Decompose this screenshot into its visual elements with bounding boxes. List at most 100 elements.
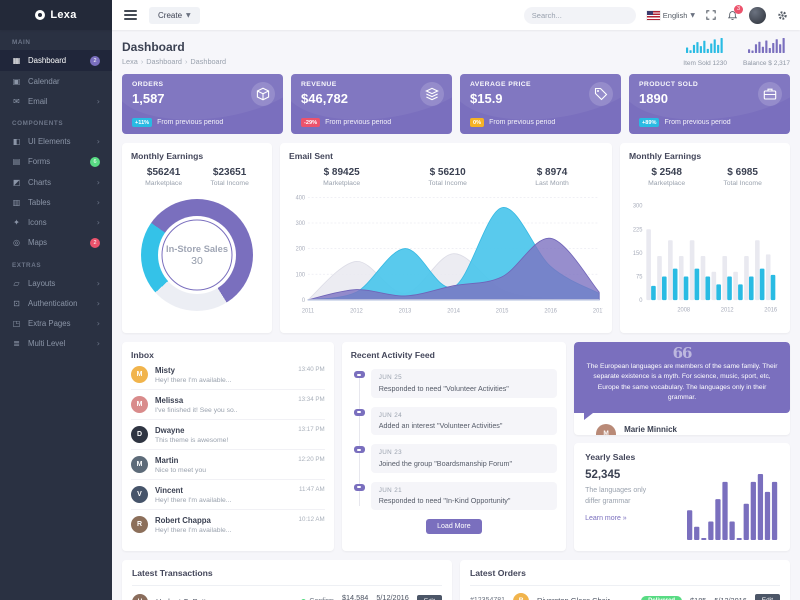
stat-value: $ 2548 — [651, 167, 682, 178]
svg-text:75: 75 — [636, 274, 643, 280]
language-selector[interactable]: English ▼ — [646, 10, 695, 20]
svg-text:2015: 2015 — [496, 308, 509, 314]
fullscreen-button[interactable] — [706, 10, 716, 20]
notifications-button[interactable]: 3 — [727, 4, 743, 21]
edit-button[interactable]: Edit — [416, 595, 442, 600]
mini-stat-label: Balance $ 2,317 — [743, 60, 790, 67]
sidebar-section-label: MAIN — [12, 39, 31, 46]
stat-card-title: ORDERS — [132, 81, 164, 88]
tables-icon: ▥ — [12, 197, 21, 207]
sender-name: Vincent — [155, 485, 184, 495]
learn-more-link[interactable]: Learn more » — [585, 515, 627, 523]
notification-count-badge: 3 — [734, 4, 743, 14]
activity-item: JUN 21 Responded to need "In-Kind Opportu… — [353, 481, 558, 510]
sidebar-item-layouts[interactable]: ▱ Layouts › — [0, 273, 112, 293]
activity-text: Responded to need "In-Kind Opportunity" — [378, 496, 511, 505]
message-time: 12:20 PM — [298, 455, 325, 463]
stat-change-badge: +89% — [639, 118, 660, 127]
message-time: 13:40 PM — [298, 365, 325, 373]
message-time: 11:47 AM — [299, 485, 325, 493]
message-time: 10:12 AM — [298, 515, 325, 523]
sender-name: Martin — [155, 455, 179, 465]
inbox-card: Inbox M Misty Hey! there I'm available... 1… — [122, 342, 334, 551]
sidebar-item-tables[interactable]: ▥ Tables › — [0, 192, 112, 212]
user-avatar[interactable] — [749, 6, 766, 24]
yearly-sales-card: Yearly Sales 52,345 The languages only d… — [574, 443, 790, 551]
menu-toggle-icon[interactable] — [124, 8, 137, 22]
svg-text:400: 400 — [296, 195, 306, 201]
multi-level-icon: ≣ — [13, 338, 20, 348]
breadcrumb-item[interactable]: Dashboard — [146, 56, 182, 66]
inbox-message[interactable]: M Martin Nice to meet you 12:20 PM — [131, 450, 325, 480]
message-preview: Hey! there I'm available... — [155, 376, 232, 384]
transaction-date: 5/12/2016 — [376, 592, 409, 600]
yearly-sales-sparkline — [687, 473, 778, 540]
gear-icon — [778, 10, 787, 20]
create-button[interactable]: Create ▼ — [149, 6, 200, 24]
sidebar-item-email[interactable]: ✉ Email › — [0, 91, 112, 111]
sidebar-item-icons[interactable]: ✦ Icons › — [0, 212, 112, 232]
sidebar-item-dashboard[interactable]: ▦ Dashboard 2 — [0, 50, 112, 71]
chevron-right-icon: › — [96, 278, 100, 288]
area-chart: 0 100 200 300 400 2011 2012 2013 2014 2015 2016 201… — [296, 195, 606, 314]
forms-icon: ▤ — [12, 157, 21, 166]
avatar: V — [131, 485, 148, 503]
activity-text: Added an interest "Volunteer Activities" — [378, 421, 503, 430]
timeline-marker-icon — [353, 483, 365, 491]
sidebar-item-authentication[interactable]: ⊡ Authentication › — [0, 293, 112, 313]
sidebar-item-charts[interactable]: ◩ Charts › — [0, 172, 112, 192]
sidebar-item-calendar[interactable]: ▣ Calendar — [0, 71, 112, 91]
sidebar-item-label: Email — [28, 96, 48, 106]
breadcrumb-item[interactable]: Lexa — [122, 56, 138, 66]
activity-bubble: JUN 21 Responded to need "In-Kind Opportu… — [370, 481, 558, 510]
svg-text:2012: 2012 — [350, 308, 363, 314]
inbox-message[interactable]: M Misty Hey! there I'm available... 13:40 P… — [131, 360, 325, 390]
sidebar-item-label: Extra Pages — [28, 318, 71, 328]
search-input[interactable] — [531, 10, 629, 20]
layouts-icon: ▱ — [13, 278, 20, 288]
transaction-row[interactable]: H Herbert C. Patton Confirm $14,584 Amou… — [132, 586, 442, 600]
sender-name: Melissa — [155, 395, 184, 405]
chevron-right-icon: › — [96, 96, 100, 106]
sender-name: Dwayne — [155, 425, 185, 435]
avatar: M — [131, 365, 148, 383]
mini-stat: Balance $ 2,317 — [743, 38, 790, 67]
card-title: Monthly Earnings — [131, 151, 204, 161]
load-more-button[interactable]: Load More — [426, 519, 482, 534]
sidebar-item-forms[interactable]: ▤ Forms 6 — [0, 151, 112, 172]
sidebar-item-maps[interactable]: ◎ Maps 2 — [0, 232, 112, 253]
brand-logo[interactable]: Lexa — [0, 0, 112, 30]
stat-value: $ 8974 — [536, 167, 568, 178]
sidebar-item-ui-elements[interactable]: ◧ UI Elements › — [0, 131, 112, 151]
stat-card-title: AVERAGE PRICE — [470, 81, 531, 88]
breadcrumb-item[interactable]: Dashboard — [190, 56, 227, 66]
order-row[interactable]: #12354781 R Riverston Glass Chair Delive… — [470, 586, 780, 600]
inbox-message[interactable]: R Robert Chappa Hey! there I'm available..… — [131, 510, 325, 539]
settings-button[interactable] — [777, 10, 788, 21]
timeline-marker-icon — [353, 446, 365, 453]
sidebar-item-multi-level[interactable]: ≣ Multi Level › — [0, 333, 112, 353]
layers-icon — [420, 82, 444, 106]
inbox-message[interactable]: D Dwayne This theme is awesome! 13:17 PM — [131, 420, 325, 450]
quote-card: 66 The European languages are members of… — [574, 342, 790, 436]
sidebar-item-label: Icons — [28, 217, 47, 227]
stat-label: Marketplace — [648, 180, 686, 187]
inbox-message[interactable]: V Vincent Hey! there I'm available... 11:47… — [131, 480, 325, 510]
mini-stat-label: Item Sold 1230 — [683, 60, 728, 67]
message-body: Dwayne This theme is awesome! — [155, 426, 291, 444]
stat-value: $ 6985 — [727, 167, 758, 178]
sidebar-item-extra-pages[interactable]: ◳ Extra Pages › — [0, 313, 112, 333]
avatar: H — [132, 593, 148, 600]
sidebar-item-label: Tables — [28, 197, 51, 207]
cube-icon — [251, 82, 275, 106]
edit-button[interactable]: Edit — [754, 594, 780, 600]
mini-bar-chart — [747, 38, 785, 53]
chevron-right-icon: › — [96, 338, 100, 348]
avatar: M — [131, 395, 148, 413]
order-id: #12354781 — [470, 597, 505, 600]
svg-text:2016: 2016 — [544, 308, 557, 314]
author-avatar: M — [596, 423, 617, 436]
maps-icon: ◎ — [13, 238, 20, 247]
inbox-list: M Misty Hey! there I'm available... 13:40 P… — [131, 360, 325, 539]
inbox-message[interactable]: M Melissa I've finished it! See you so.. 13… — [131, 390, 325, 420]
